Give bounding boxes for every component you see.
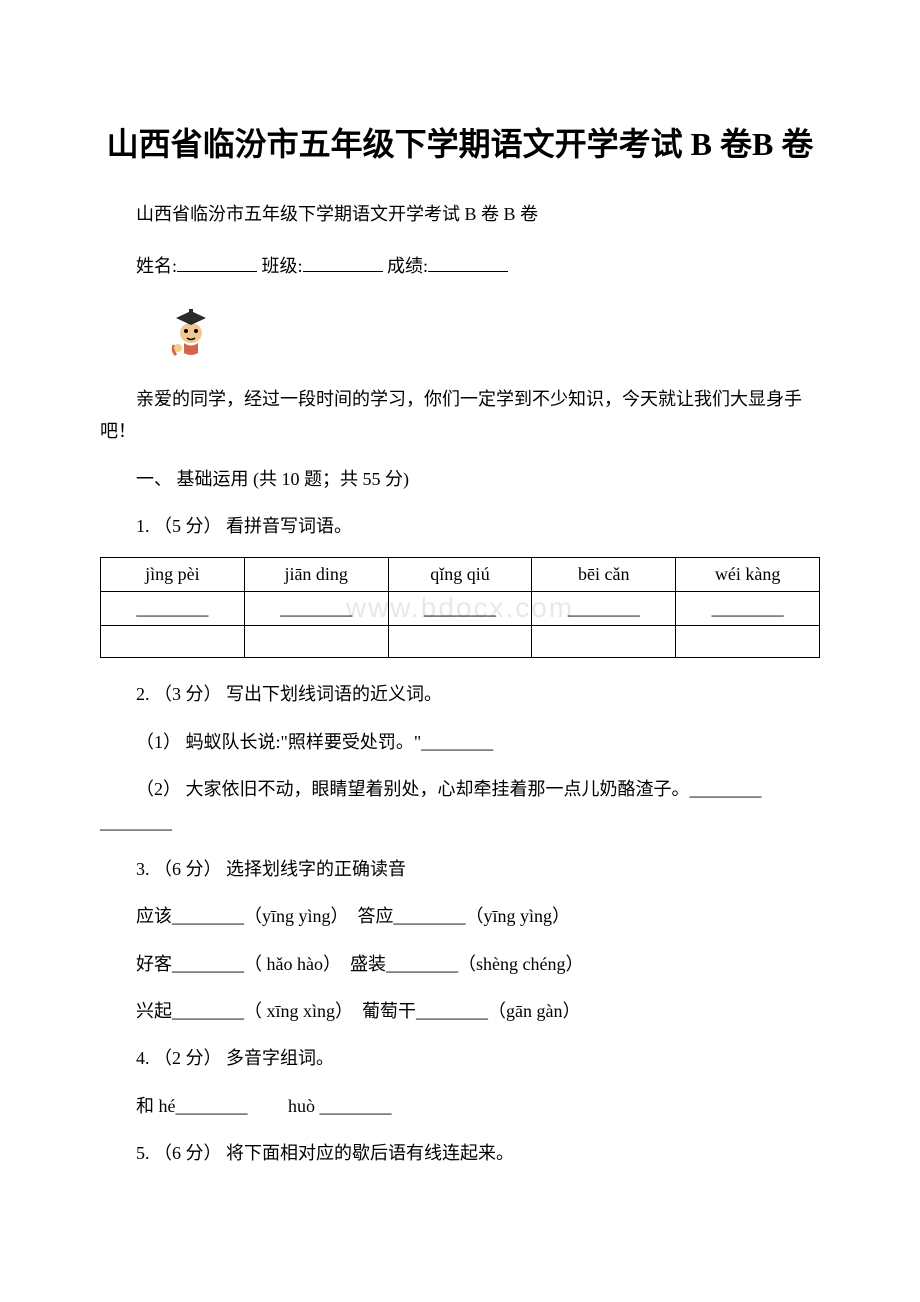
question-4: 4. （2 分） 多音字组词。 [100, 1042, 820, 1074]
question-2-sub2: （2） 大家依旧不动，眼睛望着别处，心却牵挂着那一点儿奶酪渣子。________… [100, 773, 820, 838]
name-blank[interactable] [177, 254, 257, 272]
scholar-kid-icon [132, 303, 219, 363]
question-3-line1: 应该________（yīng yìng） 答应________（yīng yì… [100, 900, 820, 932]
table-cell[interactable] [532, 626, 676, 658]
table-cell: jiān ding [244, 558, 388, 592]
intro-text: 亲爱的同学，经过一段时间的学习，你们一定学到不少知识，今天就让我们大显身手吧！ [100, 383, 820, 448]
question-1: 1. （5 分） 看拼音写词语。 [100, 510, 820, 542]
table-row: ________ ________ ________ ________ ____… [101, 592, 820, 626]
question-3: 3. （6 分） 选择划线字的正确读音 [100, 853, 820, 885]
section-1-header: 一、 基础运用 (共 10 题；共 55 分) [100, 463, 820, 495]
student-info-line: 姓名: 班级: 成绩: [100, 250, 820, 282]
question-2-sub1: （1） 蚂蚁队长说:"照样要受处罚。"________ [100, 726, 820, 758]
score-blank[interactable] [428, 254, 508, 272]
table-cell: bēi cǎn [532, 558, 676, 592]
table-cell[interactable]: ________ [676, 592, 820, 626]
table-cell[interactable]: ________ [388, 592, 532, 626]
table-cell[interactable] [101, 626, 245, 658]
table-cell: wéi kàng [676, 558, 820, 592]
question-3-line3: 兴起________（ xīng xìng） 葡萄干________（gān g… [100, 995, 820, 1027]
class-label: 班级: [262, 256, 303, 276]
table-cell[interactable] [244, 626, 388, 658]
name-label: 姓名: [136, 256, 177, 276]
table-cell: qǐng qiú [388, 558, 532, 592]
pinyin-table: jìng pèi jiān ding qǐng qiú bēi cǎn wéi … [100, 557, 820, 658]
document-subtitle: 山西省临汾市五年级下学期语文开学考试 B 卷 B 卷 [100, 198, 820, 230]
score-label: 成绩: [387, 256, 428, 276]
class-blank[interactable] [303, 254, 383, 272]
icon-row [100, 303, 820, 363]
table-cell[interactable] [388, 626, 532, 658]
question-5: 5. （6 分） 将下面相对应的歇后语有线连起来。 [100, 1137, 820, 1169]
table-cell: jìng pèi [101, 558, 245, 592]
table-cell[interactable]: ________ [532, 592, 676, 626]
table-row [101, 626, 820, 658]
question-3-line2: 好客________（ hǎo hào） 盛装________（shèng ch… [100, 948, 820, 980]
table-row: jìng pèi jiān ding qǐng qiú bēi cǎn wéi … [101, 558, 820, 592]
question-2: 2. （3 分） 写出下划线词语的近义词。 [100, 678, 820, 710]
question-4-line1: 和 hé________ huò ________ [100, 1090, 820, 1122]
document-title: 山西省临汾市五年级下学期语文开学考试 B 卷B 卷 [100, 120, 820, 168]
table-cell[interactable]: ________ [101, 592, 245, 626]
table-cell[interactable]: ________ [244, 592, 388, 626]
table-cell[interactable] [676, 626, 820, 658]
